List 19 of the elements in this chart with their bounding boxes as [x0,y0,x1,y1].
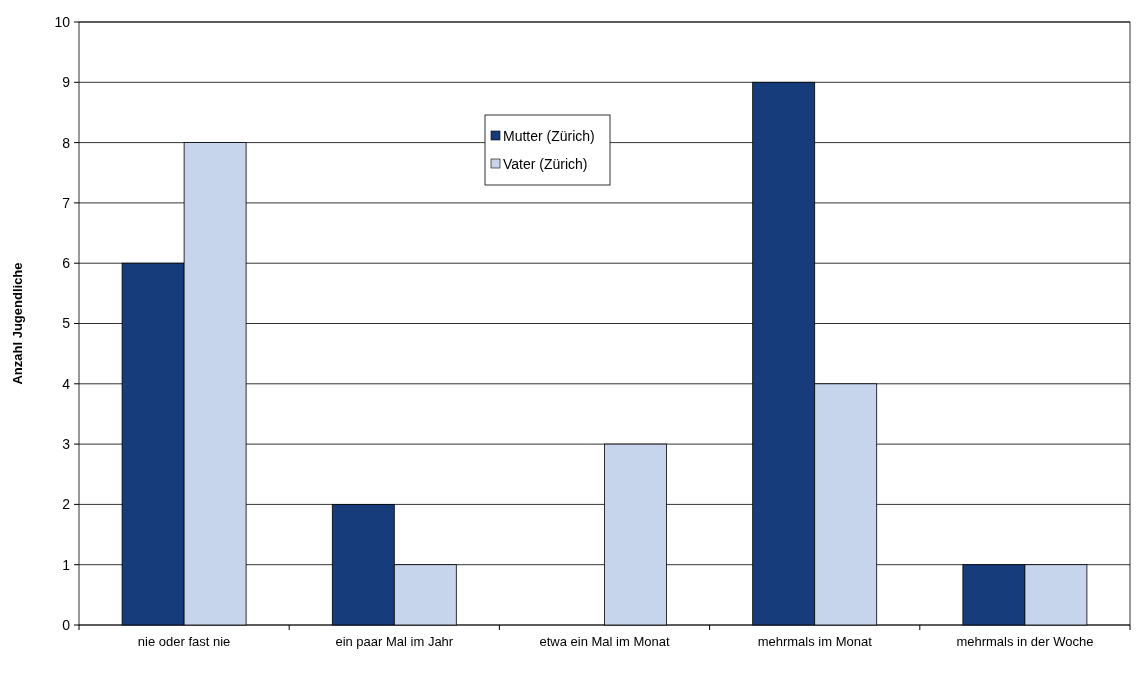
y-tick-label: 3 [62,436,71,452]
y-tick-label: 4 [62,375,71,392]
y-tick-label: 9 [62,74,71,91]
y-tick-label: 10 [54,13,71,30]
legend-label: Vater (Zürich) [503,155,588,172]
y-tick-label: 8 [62,134,71,151]
y-tick-label: 0 [62,616,71,633]
y-tick-label: 1 [62,556,71,573]
y-axis-title: Anzahl Jugendliche [10,262,25,385]
y-tick-label: 5 [62,315,71,332]
y-tick-label: 2 [62,496,71,513]
x-tick-label: mehrmals im Monat [757,634,873,649]
x-tick-label: mehrmals in der Woche [956,634,1094,649]
y-tick-label: 7 [62,194,71,211]
x-tick-label: nie oder fast nie [137,634,231,649]
x-tick-label: etwa ein Mal im Monat [539,634,670,649]
legend-label: Mutter (Zürich) [503,127,595,144]
x-tick-label: ein paar Mal im Jahr [335,634,454,649]
y-tick-label: 6 [62,255,71,272]
